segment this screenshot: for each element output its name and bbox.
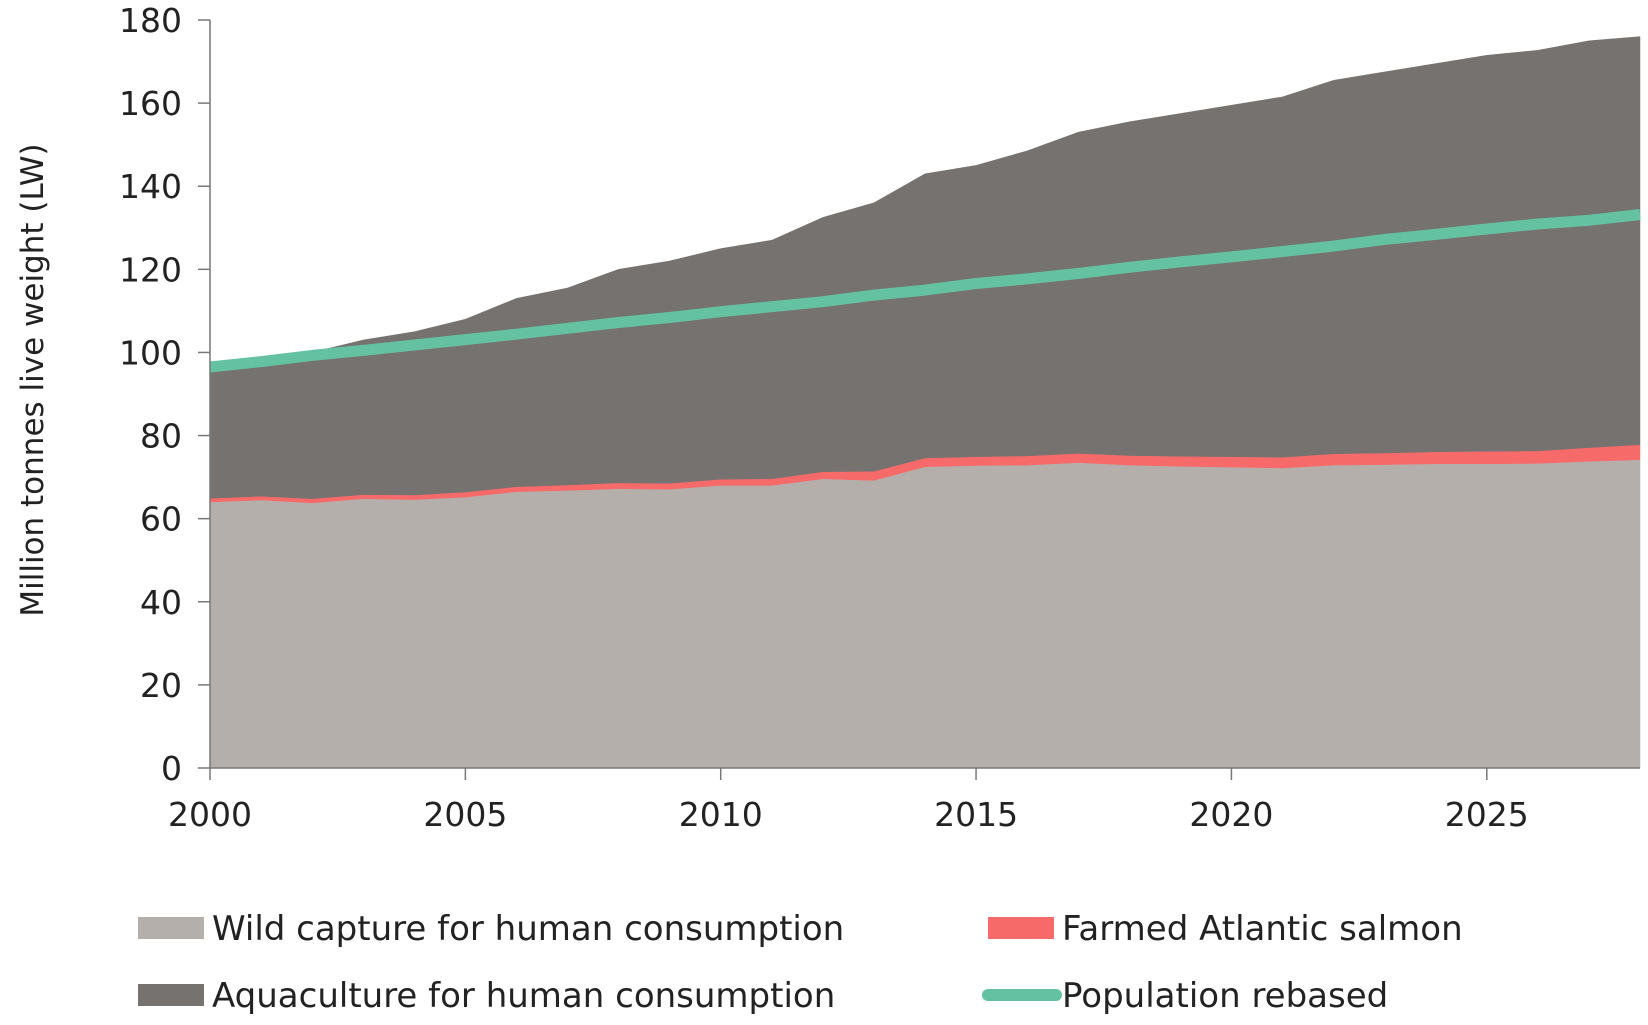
legend-item-population-rebased: Population rebased — [982, 976, 1388, 1016]
y-tick-label: 100 — [119, 333, 182, 372]
y-axis-title: Million tonnes live weight (LW) — [15, 143, 51, 616]
area-aquaculture-for-human-consumption — [209, 36, 1641, 499]
x-tick-label: 2005 — [423, 795, 507, 834]
x-tick-label: 2010 — [679, 795, 763, 834]
x-tick-label: 2015 — [934, 795, 1018, 834]
y-tick-label: 60 — [140, 500, 182, 539]
area-layer — [209, 36, 1641, 769]
x-tick-label: 2025 — [1445, 795, 1529, 834]
legend-item-aquaculture-for-human-consumption: Aquaculture for human consumption — [138, 976, 835, 1016]
x-tick-label: 2020 — [1189, 795, 1273, 834]
legend: Wild capture for human consumption Farmed… — [138, 909, 1463, 1016]
y-tick-label: 140 — [119, 167, 182, 206]
legend-swatch — [988, 917, 1054, 939]
legend-swatch — [138, 917, 204, 939]
legend-item-farmed-atlantic-salmon: Farmed Atlantic salmon — [988, 909, 1463, 949]
y-tick-label: 40 — [140, 583, 182, 622]
axes — [198, 19, 1640, 780]
y-tick-label: 80 — [140, 417, 182, 456]
y-tick-label: 180 — [119, 1, 182, 40]
tick-labels: 0 20 40 60 80 100 120 140 160 180 2000 2005 2010 2015… — [119, 1, 1529, 834]
y-tick-label: 120 — [119, 250, 182, 289]
y-tick-label: 160 — [119, 84, 182, 123]
legend-label: Farmed Atlantic salmon — [1062, 909, 1463, 949]
y-tick-label: 20 — [140, 666, 182, 705]
legend-swatch — [138, 984, 204, 1006]
legend-label: Wild capture for human consumption — [212, 909, 844, 949]
legend-item-wild-capture-for-human-consumption: Wild capture for human consumption — [138, 909, 844, 949]
y-tick-label: 0 — [161, 749, 182, 788]
area-wild-capture-for-human-consumption — [209, 459, 1641, 769]
x-tick-label: 2000 — [168, 795, 252, 834]
line-layer — [209, 209, 1641, 373]
legend-label: Aquaculture for human consumption — [212, 976, 835, 1016]
legend-label: Population rebased — [1062, 976, 1388, 1016]
line-population-rebased — [209, 209, 1641, 373]
